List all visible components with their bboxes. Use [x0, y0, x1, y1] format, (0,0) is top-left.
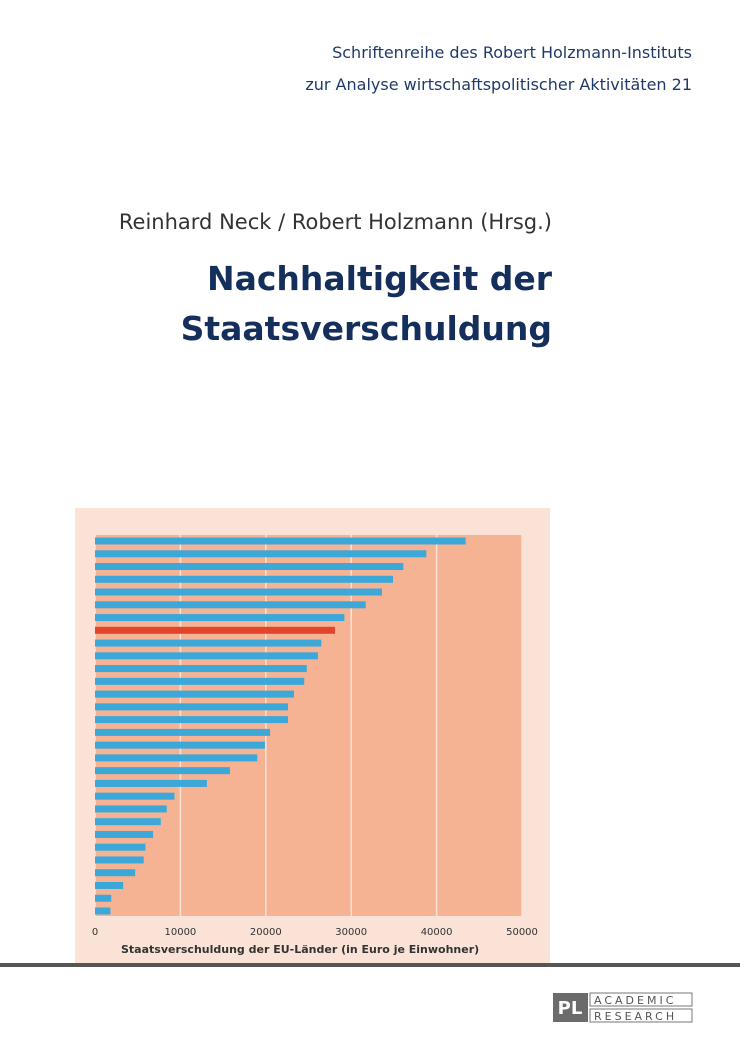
- bar: [95, 869, 136, 877]
- bar: [95, 754, 258, 762]
- bar: [95, 741, 265, 749]
- bar: [95, 728, 271, 736]
- bar: [95, 626, 335, 634]
- x-tick-label: 30000: [335, 927, 367, 938]
- bar: [95, 805, 167, 813]
- bar: [95, 563, 404, 571]
- bar: [95, 907, 111, 915]
- x-tick-label: 50000: [506, 927, 538, 938]
- series-title: zur Analyse wirtschaftspolitischer Aktiv…: [305, 75, 692, 94]
- book-title: Nachhaltigkeit der: [207, 259, 553, 298]
- bar: [95, 779, 207, 787]
- bar: [95, 677, 305, 685]
- bar: [95, 818, 161, 826]
- publisher-line: RESEARCH: [594, 1010, 677, 1023]
- x-tick-label: 40000: [421, 927, 453, 938]
- bar: [95, 703, 289, 711]
- publisher-logo: PL: [558, 998, 583, 1019]
- bar: [95, 881, 124, 889]
- logo-frame: [589, 1008, 693, 1023]
- bar: [95, 767, 230, 775]
- bar: [95, 652, 318, 660]
- x-tick-label: 10000: [164, 927, 196, 938]
- plot-area: [95, 535, 522, 916]
- bar: [95, 843, 146, 851]
- bar: [95, 830, 154, 838]
- bar: [95, 792, 175, 800]
- x-axis-label: Staatsverschuldung der EU-Länder (in Eur…: [121, 943, 479, 956]
- bar: [95, 588, 382, 596]
- logo-box: [553, 993, 588, 1022]
- authors: Reinhard Neck / Robert Holzmann (Hrsg.): [119, 210, 552, 234]
- chart: 0 10000 20000 30000 40000 50000 Staatsverschul…: [92, 535, 538, 956]
- x-tick-label: 0: [92, 927, 98, 938]
- series-title: Schriftenreihe des Robert Holzmann-Insti…: [332, 43, 692, 62]
- bar: [95, 614, 345, 622]
- bar: [95, 665, 307, 673]
- bar: [95, 601, 366, 609]
- divider: [0, 963, 740, 967]
- bar: [95, 894, 112, 902]
- bar: [95, 575, 394, 583]
- publisher-line: ACADEMIC: [594, 994, 676, 1007]
- bar: [95, 856, 144, 864]
- x-tick-label: 20000: [250, 927, 282, 938]
- logo-frame: [589, 992, 693, 1007]
- bar: [95, 537, 466, 545]
- bar: [95, 716, 289, 724]
- bar: [95, 690, 294, 698]
- bar: [95, 639, 322, 647]
- book-title: Staatsverschuldung: [181, 309, 552, 348]
- bar: [95, 550, 427, 558]
